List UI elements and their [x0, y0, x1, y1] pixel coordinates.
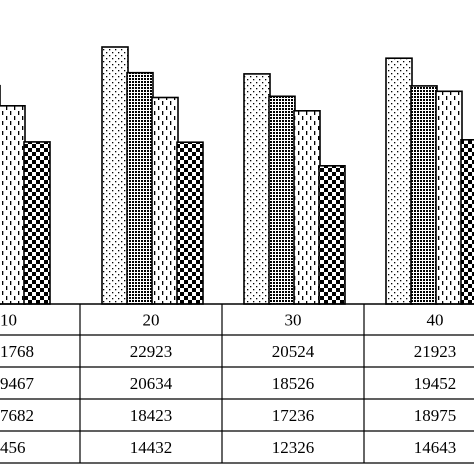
table-cell-value: 1768	[0, 342, 34, 361]
table-cell-value: 19452	[414, 374, 457, 393]
bar-dense-dots-40	[410, 85, 438, 305]
table-cell-value: 20634	[130, 374, 173, 393]
x-tick-label: 10	[0, 311, 17, 330]
bar-dashes-10	[0, 105, 26, 305]
bar-sparse-dots-30	[243, 73, 271, 305]
x-tick-label: 20	[143, 311, 160, 330]
table-cell-value: 12326	[272, 438, 315, 457]
bar-dashes-20	[151, 96, 179, 305]
table-cell-value: 17236	[272, 406, 315, 425]
bar-sparse-dots-40	[385, 57, 413, 305]
x-tick-label: 40	[427, 311, 444, 330]
table-cell-value: 7682	[0, 406, 34, 425]
bar-checker-20	[176, 141, 204, 305]
table-cell-value: 456	[0, 438, 26, 457]
bar-dense-dots-30	[268, 95, 296, 305]
bar-dense-dots-20	[126, 71, 154, 305]
table-cell-value: 18423	[130, 406, 173, 425]
table-cell-value: 18975	[414, 406, 457, 425]
bar-dashes-30	[293, 110, 321, 305]
data-table: 10 20 30 40 1768 22923 20524 21923 9467 20634 1852…	[0, 303, 474, 464]
table-cell-value: 9467	[0, 374, 35, 393]
table-cell-value: 14643	[414, 438, 457, 457]
bars-group	[0, 46, 474, 305]
table-cell-value: 18526	[272, 374, 315, 393]
bar-sparse-dots-20	[101, 46, 129, 305]
bar-checker-10	[23, 141, 51, 305]
bar-checker-40	[460, 139, 474, 305]
table-cell-value: 14432	[130, 438, 173, 457]
table-cell-value: 22923	[130, 342, 173, 361]
table-cell-value: 20524	[272, 342, 315, 361]
x-tick-label: 30	[285, 311, 302, 330]
table-cell-value: 21923	[414, 342, 457, 361]
bar-dashes-40	[435, 90, 463, 305]
bar-checker-30	[318, 165, 346, 305]
